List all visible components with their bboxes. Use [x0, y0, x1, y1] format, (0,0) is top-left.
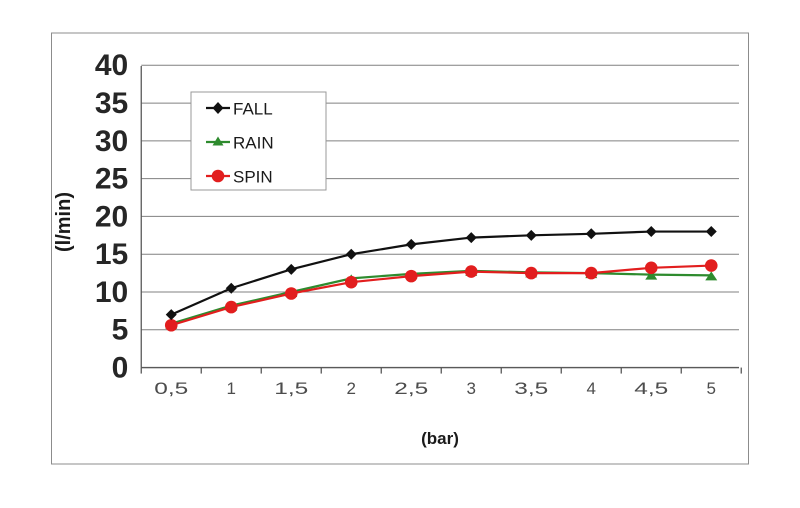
svg-text:1: 1: [227, 379, 236, 398]
svg-text:(bar): (bar): [421, 429, 459, 448]
svg-text:35: 35: [95, 87, 128, 120]
svg-text:5: 5: [707, 379, 716, 398]
svg-text:4,5: 4,5: [634, 379, 668, 398]
svg-text:1,5: 1,5: [274, 379, 308, 398]
svg-text:30: 30: [95, 125, 128, 158]
svg-text:10: 10: [95, 276, 128, 309]
svg-text:4: 4: [587, 379, 596, 398]
svg-text:25: 25: [95, 163, 128, 196]
svg-text:2: 2: [347, 379, 356, 398]
svg-text:(l/min): (l/min): [53, 192, 75, 252]
svg-text:FALL: FALL: [233, 100, 273, 119]
svg-text:0: 0: [112, 352, 129, 385]
svg-text:5: 5: [112, 314, 129, 347]
svg-text:20: 20: [95, 200, 128, 233]
svg-text:RAIN: RAIN: [233, 134, 274, 153]
svg-text:2,5: 2,5: [394, 379, 428, 398]
svg-text:SPIN: SPIN: [233, 168, 273, 187]
svg-text:3,5: 3,5: [514, 379, 548, 398]
svg-text:40: 40: [95, 49, 128, 82]
svg-text:15: 15: [95, 238, 128, 271]
svg-text:3: 3: [467, 379, 476, 398]
svg-text:0,5: 0,5: [154, 379, 188, 398]
